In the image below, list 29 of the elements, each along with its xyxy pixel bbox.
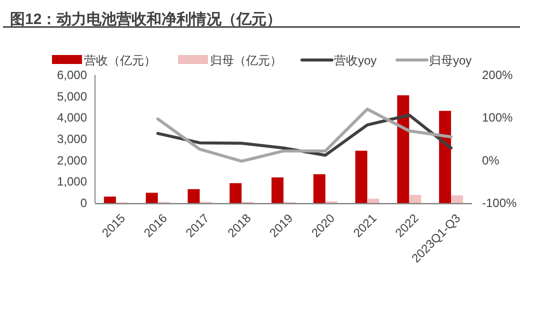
- chart-title: 图12：动力电池营收和净利情况（亿元）: [10, 11, 282, 28]
- legend-label: 营收（亿元）: [84, 54, 156, 68]
- y2-tick-label: 200%: [482, 68, 514, 82]
- y-tick-label: 6,000: [56, 68, 88, 82]
- y2-tick-label: 100%: [482, 110, 514, 125]
- bar: [230, 183, 242, 203]
- y2-tick-label: 0%: [482, 153, 500, 168]
- y-tick-label: 3,000: [56, 132, 88, 146]
- y-tick-label: 5,000: [56, 89, 88, 104]
- bar: [397, 95, 410, 203]
- bar: [272, 177, 284, 203]
- y-tick-label: 4,000: [56, 110, 88, 125]
- bar: [451, 195, 464, 203]
- line-series: [156, 108, 453, 163]
- bar: [439, 110, 452, 203]
- bar: [146, 192, 158, 203]
- y-tick-label: 0: [80, 196, 88, 210]
- legend-label: 归母（亿元）: [210, 54, 282, 68]
- bar: [313, 174, 326, 203]
- legend-label: 营收yoy: [334, 54, 377, 68]
- bar: [367, 198, 380, 203]
- bar: [355, 150, 368, 203]
- bar: [409, 194, 422, 203]
- y-tick-label: 2,000: [56, 153, 88, 168]
- y2-tick-label: -100%: [482, 196, 518, 210]
- bar: [188, 189, 200, 203]
- y-tick-label: 1,000: [56, 174, 88, 189]
- legend-label: 归母yoy: [429, 54, 472, 68]
- bar: [104, 196, 116, 203]
